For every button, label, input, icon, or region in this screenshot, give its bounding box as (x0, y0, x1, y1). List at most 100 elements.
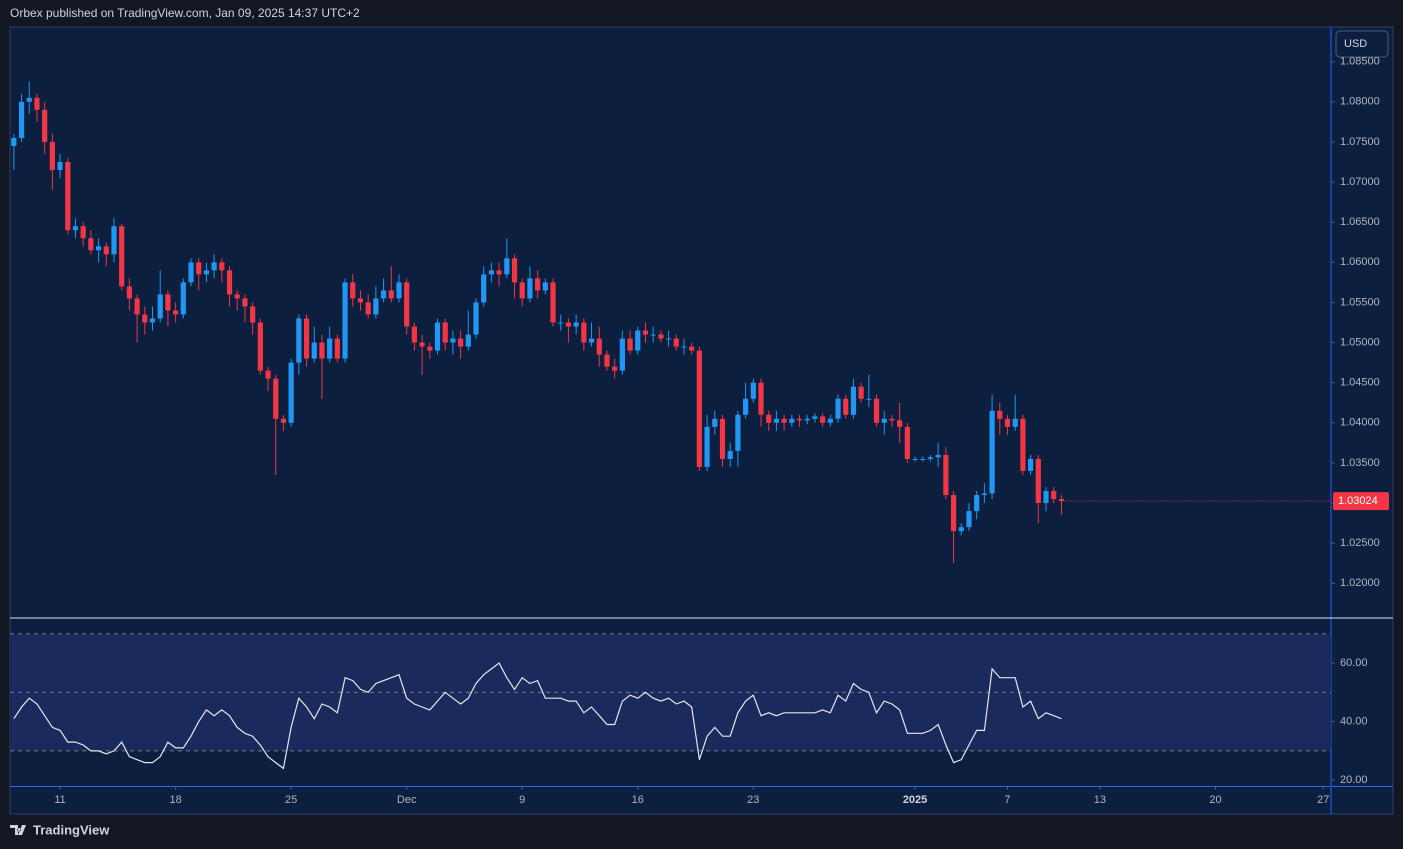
y-tick-label: 1.03500 (1340, 457, 1380, 469)
candle-body (473, 302, 479, 335)
candle-body (327, 338, 333, 359)
currency-button[interactable] (1335, 30, 1389, 58)
candle-body (673, 338, 679, 347)
x-tick-label: 7 (1004, 794, 1010, 806)
candle-body (365, 302, 371, 315)
header-text: Orbex published on TradingView.com, Jan … (10, 6, 360, 20)
candle-body (619, 338, 625, 371)
candle-body (558, 322, 564, 324)
candle-body (1004, 418, 1011, 427)
candle-body (704, 426, 710, 467)
candle-body (858, 386, 864, 399)
candle-body (380, 290, 387, 299)
candle-body (1012, 418, 1018, 427)
candle-body (1051, 491, 1057, 500)
candle-body (427, 346, 433, 351)
candle-body (34, 97, 40, 110)
candle-body (835, 398, 841, 419)
x-tick-label: 9 (519, 794, 525, 806)
candle-body (1043, 491, 1049, 504)
candle-body (280, 418, 287, 423)
candle-body (165, 294, 171, 311)
candle-body (80, 226, 86, 239)
candle-body (188, 262, 194, 283)
candle-body (565, 322, 572, 327)
y-tick-label: 1.02000 (1340, 577, 1380, 589)
candle-body (373, 298, 379, 315)
candle-body (157, 294, 163, 319)
candle-body (226, 270, 233, 295)
candle-body (635, 330, 641, 351)
x-tick-label: 16 (632, 794, 644, 806)
candle-body (496, 270, 502, 275)
candle-body (881, 418, 887, 423)
candle-body (588, 338, 595, 343)
candle-body (26, 97, 32, 102)
candle-body (111, 226, 117, 255)
candle-body (627, 338, 633, 351)
candle-body (920, 458, 926, 460)
candle-body (42, 109, 48, 142)
candle-body (488, 270, 495, 275)
x-tick-label: 27 (1317, 794, 1329, 806)
candle-body (843, 398, 849, 415)
candle-body (642, 330, 649, 335)
candle-body (442, 322, 448, 343)
candle-body (49, 141, 55, 171)
candle-body (11, 137, 17, 146)
candle-body (966, 511, 972, 528)
candle-body (411, 326, 417, 343)
y-tick-label: 1.06000 (1340, 256, 1380, 268)
candle-body (573, 322, 579, 327)
y-tick-label: 1.07000 (1340, 176, 1380, 188)
candle-body (450, 338, 456, 343)
rsi-line (13, 662, 1062, 770)
candle-body (866, 398, 872, 400)
y-tick-label: 1.04000 (1340, 417, 1380, 429)
candle-body (943, 454, 949, 496)
candle-body (142, 314, 148, 323)
y-tick-label: 1.05500 (1340, 296, 1380, 308)
x-tick-label: 25 (285, 794, 297, 806)
x-tick-label: 2025 (903, 794, 927, 806)
candle-body (612, 366, 618, 371)
last-price-label: 1.03024 (1338, 495, 1378, 507)
candle-body (781, 418, 787, 423)
candle-body (1020, 418, 1026, 471)
candle-body (650, 334, 656, 336)
candle-body (465, 334, 471, 347)
candle-body (250, 306, 256, 323)
candle-body (535, 278, 541, 291)
candle-body (804, 418, 810, 421)
candle-body (981, 493, 987, 496)
y-tick-label: 1.07500 (1340, 136, 1380, 148)
candle-body (88, 238, 94, 251)
candle-body (211, 262, 217, 271)
candle-body (596, 338, 602, 355)
candle-body (196, 262, 202, 275)
candle-body (719, 418, 726, 459)
x-tick-label: 18 (169, 794, 181, 806)
candle-body (681, 346, 687, 348)
y-tick-label: 1.05000 (1340, 336, 1380, 348)
candle-body (511, 258, 518, 283)
candle-body (689, 346, 695, 351)
candle-body (1058, 499, 1065, 502)
candle-body (758, 382, 764, 415)
candle-body (458, 338, 464, 347)
candle-body (820, 416, 826, 423)
candle-body (72, 226, 79, 231)
candle-body (927, 457, 934, 459)
candle-body (396, 282, 402, 299)
candle-body (303, 318, 310, 359)
y-tick-label: 20.00 (1340, 774, 1368, 786)
x-tick-label: 23 (747, 794, 759, 806)
candle-body (1035, 458, 1041, 504)
candle-body (889, 418, 895, 421)
candle-body (735, 414, 741, 451)
x-tick-label: 13 (1094, 794, 1106, 806)
candle-body (57, 162, 63, 171)
candle-body (958, 527, 964, 532)
candle-body (743, 398, 749, 415)
candle-body (242, 298, 248, 307)
